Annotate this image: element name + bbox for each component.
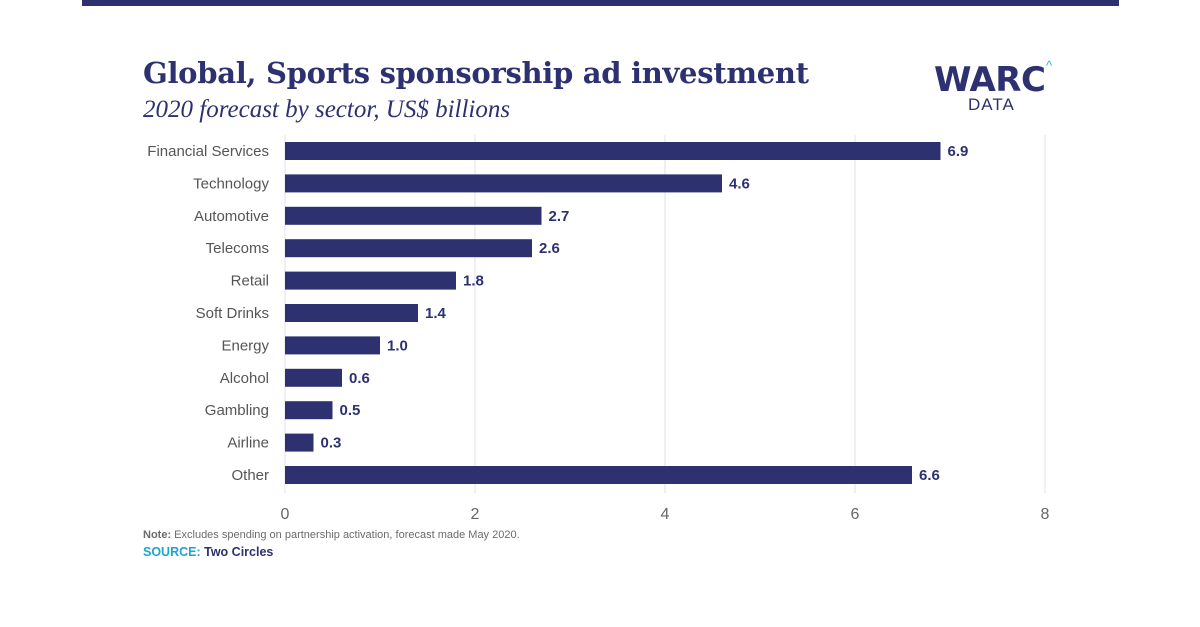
note-label: Note: xyxy=(143,529,172,541)
value-label: 1.8 xyxy=(463,273,484,290)
x-tick-label: 8 xyxy=(1041,506,1050,523)
value-label: 6.6 xyxy=(919,467,940,484)
bar xyxy=(285,142,941,160)
x-tick-label: 0 xyxy=(281,506,290,523)
category-label: Telecoms xyxy=(206,240,269,257)
value-label: 6.9 xyxy=(948,143,969,160)
value-label: 4.6 xyxy=(729,175,750,192)
category-label: Soft Drinks xyxy=(196,305,269,322)
source-line: SOURCE: Two Circles xyxy=(143,545,273,559)
category-label: Airline xyxy=(227,435,269,452)
x-tick-label: 6 xyxy=(851,506,860,523)
bar xyxy=(285,271,456,290)
top-rule xyxy=(82,0,1119,6)
category-label: Technology xyxy=(193,175,269,192)
category-label: Financial Services xyxy=(147,143,269,160)
value-label: 0.6 xyxy=(349,370,370,387)
value-label: 2.6 xyxy=(539,240,560,257)
category-label: Retail xyxy=(231,273,269,290)
logo-caret-icon: ^ xyxy=(1046,58,1053,73)
logo-wordmark: WARC xyxy=(934,60,1046,100)
bar xyxy=(285,433,314,452)
chart-subtitle: 2020 forecast by sector, US$ billions xyxy=(143,96,511,123)
warc-data-logo: WARC ^ DATA xyxy=(934,58,1059,116)
chart-title: Global, Sports sponsorship ad investment xyxy=(143,56,809,90)
source-text: Two Circles xyxy=(200,545,274,559)
note-text: Excludes spending on partnership activat… xyxy=(171,529,520,541)
logo-subtitle: DATA xyxy=(968,95,1015,114)
category-label: Alcohol xyxy=(220,370,269,387)
bar xyxy=(285,239,532,258)
bar xyxy=(285,304,418,322)
bar xyxy=(285,401,333,420)
footnote: Note: Excludes spending on partnership a… xyxy=(143,529,520,541)
bar xyxy=(285,206,542,225)
category-label: Other xyxy=(231,467,269,484)
bar xyxy=(285,466,912,484)
x-tick-label: 4 xyxy=(661,506,670,523)
value-label: 1.4 xyxy=(425,305,447,322)
category-label: Gambling xyxy=(205,402,269,419)
value-label: 0.5 xyxy=(340,402,361,419)
x-tick-label: 2 xyxy=(471,506,480,523)
category-label: Energy xyxy=(221,337,269,354)
value-label: 2.7 xyxy=(549,208,570,225)
category-label: Automotive xyxy=(194,208,269,225)
bar xyxy=(285,368,342,387)
source-label: SOURCE: xyxy=(143,545,201,559)
bar xyxy=(285,174,722,193)
value-label: 1.0 xyxy=(387,337,408,354)
value-label: 0.3 xyxy=(321,435,342,452)
bar xyxy=(285,336,380,355)
